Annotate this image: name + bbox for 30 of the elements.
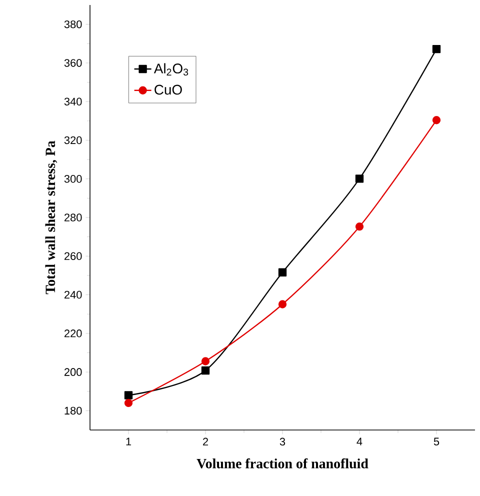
point [278,300,287,308]
y-axis-title: Total wall shear stress, Pa [45,140,58,294]
point [278,268,287,276]
legend-label: Al$_{2}$O$_{3}$ [154,63,188,76]
x-tick-label: 2 [203,438,208,446]
y-tick-label: 320 [64,136,82,144]
x-tick-label: 4 [356,438,362,446]
point [124,391,133,400]
legend-label: CuO [154,84,182,95]
y-tick-label: 260 [64,252,82,260]
y-tick-label: 380 [64,20,82,28]
point [201,366,210,375]
x-tick-label: 5 [434,438,440,446]
point [124,398,133,408]
y-tick-label: 220 [64,330,82,338]
x-tick-label: 3 [280,438,286,446]
y-tick-label: 200 [64,368,82,376]
y-tick-label: 240 [64,290,82,299]
y-tick-label: 340 [64,98,82,106]
point [432,44,441,54]
y-tick-label: 180 [64,406,82,415]
x-tick-label: 1 [126,438,132,446]
x-axis-title: Volume fraction of nanofluid [196,458,368,468]
point [355,174,364,183]
y-tick-label: 300 [64,174,82,183]
y-tick-label: 360 [64,59,82,67]
point [201,357,210,366]
y-tick-label: 280 [64,214,82,222]
point [355,222,364,231]
point [432,116,441,124]
